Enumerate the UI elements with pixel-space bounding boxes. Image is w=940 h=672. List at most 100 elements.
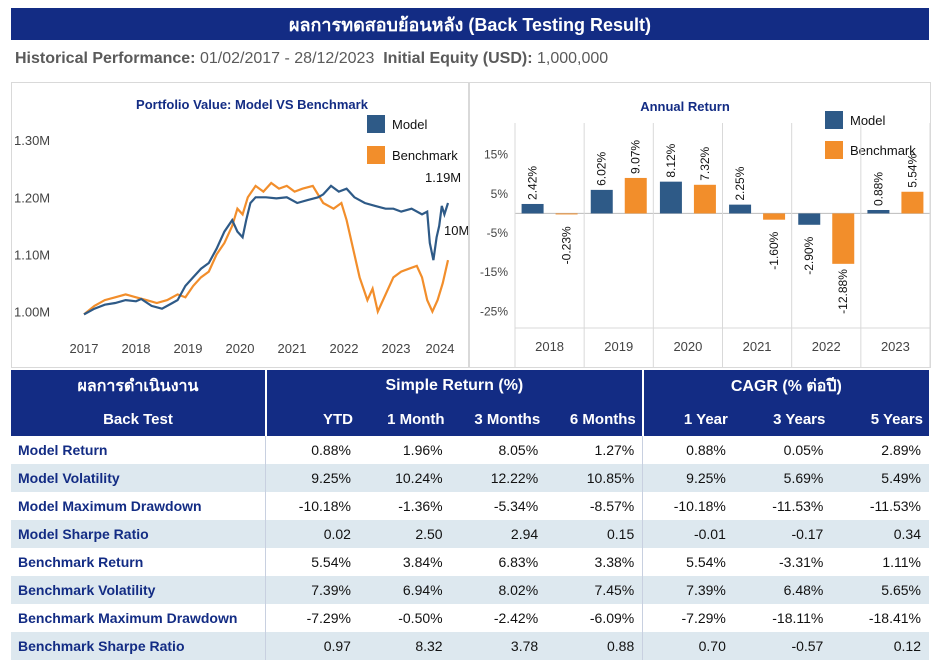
x-tick-label: 2019 (174, 341, 203, 356)
table-cell: -18.11% (772, 610, 824, 626)
y-tick-label: 1.00M (14, 305, 50, 320)
legend-model-swatch (367, 115, 385, 133)
benchmark-bar (901, 191, 924, 214)
benchmark-series-line (83, 181, 450, 316)
row-label: Benchmark Return (18, 554, 144, 570)
table-cell: 8.32 (358, 632, 451, 660)
bar-data-label: 5.54% (905, 153, 919, 187)
x-tick-label: 2021 (278, 341, 307, 356)
historical-range: 01/02/2017 - 28/12/2023 (199, 50, 375, 67)
bar-category-label: 2018 (535, 339, 564, 354)
col-header-3-years: 3 Years (733, 402, 832, 436)
bar-category-label: 2023 (881, 339, 910, 354)
x-tick-label: 2018 (122, 341, 151, 356)
table-cell: 7.45% (546, 576, 643, 604)
table-row: Model Return 0.88% 1.96% 8.05% 1.27% 0.88% 0.0… (11, 436, 929, 464)
section-header: ผลการดำเนินงาน (11, 370, 266, 402)
bar-data-label: -1.60% (767, 231, 781, 269)
portfolio-value-plot: Portfolio Value: Model VS Benchmark Mode… (14, 97, 469, 356)
x-tick-label: 2022 (330, 341, 359, 356)
table-cell: -3.31% (779, 554, 824, 570)
table-cell: 2.94 (450, 520, 547, 548)
x-tick-label: 2023 (382, 341, 411, 356)
table-cell: 5.54% (642, 548, 734, 576)
table-cell: 0.15 (546, 520, 643, 548)
table-cell: 0.88 (546, 632, 643, 660)
bar-legend-benchmark-swatch (825, 141, 843, 159)
table-row: Model Maximum Drawdown -10.18% -1.36% -5.34… (11, 492, 929, 520)
y-tick-label: 1.30M (14, 133, 50, 148)
table-cell: 0.97 (265, 632, 359, 660)
model-series-line (83, 184, 450, 316)
table-cell: 5.69% (733, 464, 832, 492)
benchmark-bar (832, 213, 855, 264)
results-table: ผลการดำเนินงาน Simple Return (%) CAGR (%… (11, 370, 929, 660)
table-cell: -5.34% (493, 498, 539, 514)
table-cell: -10.18% (642, 492, 734, 520)
table-row: Benchmark Maximum Drawdown -7.29% -0.50% -2… (11, 604, 929, 632)
table-cell: 12.22% (450, 464, 547, 492)
row-label: Benchmark Sharpe Ratio (11, 632, 266, 660)
table-cell: -6.09% (589, 610, 635, 626)
table-cell: -10.18% (265, 492, 359, 520)
bar-category-label: 2021 (743, 339, 772, 354)
model-bar (659, 181, 682, 214)
bar-data-label: 0.88% (871, 172, 885, 206)
bar-data-label: -12.88% (836, 269, 850, 314)
table-row: Model Volatility 9.25% 10.24% 12.22% 10.85% 9… (11, 464, 929, 492)
page-title: ผลการทดสอบย้อนหลัง (Back Testing Result) (11, 8, 929, 40)
table-cell: 3.84% (402, 554, 443, 570)
col-header-5-years: 5 Years (831, 402, 929, 436)
col-header-back-test: Back Test (11, 402, 266, 436)
row-label: Model Volatility (11, 464, 266, 492)
table-cell: 10.85% (546, 464, 643, 492)
bar-data-label: -2.90% (802, 236, 816, 274)
table-cell: -0.57 (733, 632, 832, 660)
table-cell: 0.05% (783, 442, 824, 458)
model-bar (798, 213, 821, 225)
column-header-row: Back Test YTD 1 Month 3 Months 6 Months … (11, 402, 929, 436)
table-cell: 5.54% (265, 548, 359, 576)
bar-legend-model-swatch (825, 111, 843, 129)
model-bar (521, 203, 544, 214)
table-cell: 0.88% (265, 436, 359, 464)
bar-data-label: 7.32% (698, 146, 712, 180)
bar-data-label: 6.02% (595, 152, 609, 186)
row-label: Model Return (18, 442, 108, 458)
table-cell: 8.02% (450, 576, 547, 604)
table-cell: 6.94% (358, 576, 451, 604)
table-cell: 0.02 (265, 520, 359, 548)
bar-legend-model-label: Model (850, 113, 886, 128)
table-cell: 5.49% (831, 464, 929, 492)
row-label: Benchmark Volatility (11, 576, 266, 604)
table-cell: -2.42% (493, 610, 539, 626)
table-cell: 0.70 (642, 632, 734, 660)
x-tick-label: 2024 (426, 341, 455, 356)
bar-category-label: 2022 (812, 339, 841, 354)
table-cell: -7.29% (642, 604, 734, 632)
table-cell: -7.29% (265, 604, 359, 632)
table-cell: -8.57% (589, 498, 635, 514)
table-cell: 1.11% (882, 554, 921, 570)
table-cell: 6.48% (733, 576, 832, 604)
table-cell: -11.53% (772, 498, 824, 514)
benchmark-bar (555, 213, 578, 215)
portfolio-value-chart: Portfolio Value: Model VS Benchmark Mode… (11, 82, 469, 368)
table-cell: 1.96% (402, 442, 443, 458)
table-cell: 0.12 (831, 632, 929, 660)
y-tick-label: 1.20M (14, 190, 50, 205)
group-header-row: ผลการดำเนินงาน Simple Return (%) CAGR (%… (11, 370, 929, 402)
line-chart-title: Portfolio Value: Model VS Benchmark (136, 97, 369, 112)
bar-category-label: 2019 (604, 339, 633, 354)
col-header-6-months: 6 Months (546, 402, 643, 436)
x-tick-label: 2020 (226, 341, 255, 356)
historical-label: Historical Performance: (15, 50, 196, 67)
bar-y-tick-label: 5% (491, 187, 509, 201)
table-cell: 3.78 (450, 632, 547, 660)
model-bar (867, 209, 890, 214)
row-label: Benchmark Maximum Drawdown (18, 610, 238, 626)
table-cell: -0.01 (642, 520, 734, 548)
bar-y-tick-label: 15% (484, 148, 508, 162)
table-row: Benchmark Return 5.54% 3.84% 6.83% 3.38% 5.54… (11, 548, 929, 576)
table-cell: 2.89% (881, 442, 921, 458)
